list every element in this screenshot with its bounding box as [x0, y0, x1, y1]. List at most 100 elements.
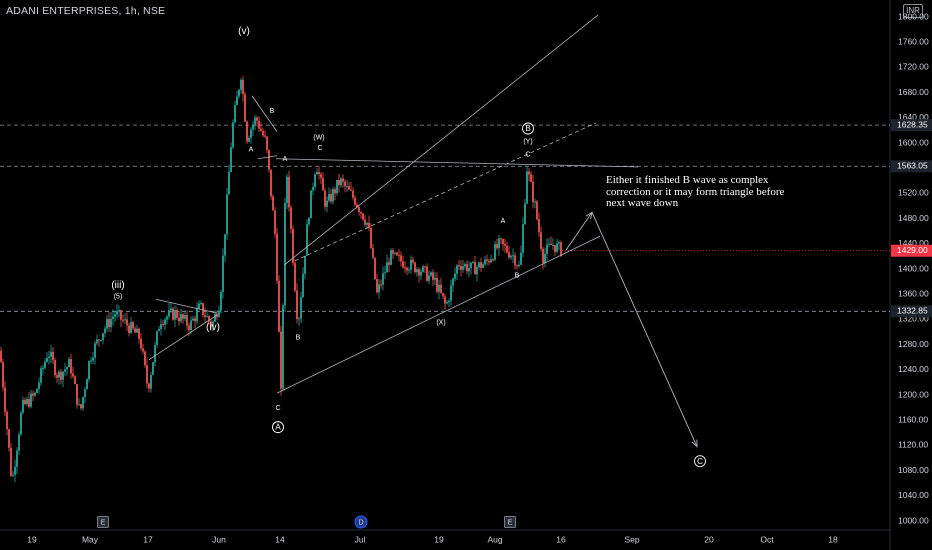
candle-body [394, 252, 396, 254]
candle-body [156, 331, 158, 345]
candle-body [228, 171, 230, 195]
candle-body [346, 186, 348, 188]
candle-body [182, 314, 184, 319]
price-level-tag [891, 305, 932, 318]
event-marker-label: E [508, 519, 513, 526]
candle-body [204, 315, 206, 317]
candle-body [380, 284, 382, 286]
candle-body [462, 266, 464, 270]
candle-body [390, 250, 392, 265]
candle-body [276, 233, 278, 281]
price-level-tag [891, 119, 932, 132]
candle-body [302, 273, 304, 298]
candle-body [354, 197, 356, 205]
candle-body [18, 434, 20, 451]
candle-body [66, 367, 68, 370]
candle-body [36, 388, 38, 393]
candle-body [396, 252, 398, 256]
candle-body [522, 224, 524, 253]
candle-body [410, 259, 412, 270]
y-tick-label: 1600.00 [898, 137, 929, 147]
candle-body [60, 371, 62, 380]
candle-body [494, 244, 496, 260]
candle-body [74, 376, 76, 385]
candle-body [286, 176, 288, 203]
candle-body [4, 387, 6, 412]
candle-body [558, 242, 560, 244]
candle-body [546, 244, 548, 254]
annotation-note: Either it finished B wave as complex cor… [606, 174, 785, 209]
candle-body [168, 310, 170, 317]
candle-body [296, 290, 298, 319]
y-tick-label: 1120.00 [898, 440, 928, 450]
candle-body [560, 242, 562, 256]
candle-body [318, 171, 320, 175]
candle-body [70, 359, 72, 374]
candle-body [180, 314, 182, 322]
candle-body [552, 245, 554, 247]
candle-body [336, 179, 338, 194]
candle-body [358, 207, 360, 213]
candle-body [68, 359, 70, 368]
x-tick-label: 14 [275, 534, 285, 544]
candle-body [234, 105, 236, 123]
x-tick-label: 18 [828, 534, 838, 544]
currency-button[interactable]: INR [903, 4, 923, 18]
candle-body [472, 261, 474, 263]
candle-body [528, 171, 530, 175]
candle-body [270, 169, 272, 197]
candle-body [140, 338, 142, 349]
candle-body [456, 265, 458, 274]
price-level-tag [891, 160, 932, 173]
candle-body [118, 310, 120, 312]
wave-label: A [501, 218, 506, 225]
candle-body [220, 292, 222, 311]
y-tick-label: 1040.00 [898, 490, 929, 500]
candle-body [200, 302, 202, 304]
candle-body [452, 278, 454, 286]
y-tick-label: 1360.00 [898, 288, 929, 298]
candle-body [86, 379, 88, 390]
trend-line [275, 158, 639, 168]
candle-body [374, 257, 376, 280]
candle-body [414, 262, 416, 273]
candle-body [468, 268, 470, 272]
candle-body [320, 174, 322, 178]
candle-body [0, 350, 2, 363]
earnings-marker[interactable] [504, 516, 516, 528]
dividend-marker[interactable] [354, 515, 368, 529]
candle-body [266, 136, 268, 150]
x-tick-label: Aug [487, 534, 502, 544]
wave-label: (iii) [111, 280, 124, 291]
wave-label: A [283, 156, 288, 163]
y-tick-label: 1760.00 [898, 36, 929, 46]
candle-body [480, 262, 482, 268]
y-tick-label: 1520.00 [898, 188, 929, 198]
candle-body [78, 404, 80, 406]
candle-body [80, 404, 82, 409]
y-tick-label: 1200.00 [898, 389, 929, 399]
candle-body [504, 244, 506, 246]
candle-body [544, 253, 546, 264]
candle-body [134, 328, 136, 333]
candle-body [464, 264, 466, 267]
candle-body [402, 261, 404, 268]
candle-body [312, 186, 314, 191]
candle-body [194, 318, 196, 322]
trend-line [257, 155, 278, 160]
candle-body [404, 267, 406, 269]
wave-label: (iv) [206, 322, 220, 333]
earnings-marker[interactable] [97, 516, 109, 528]
candle-body [148, 383, 150, 389]
candle-body [72, 373, 74, 377]
candle-body [432, 272, 434, 280]
candle-body [120, 310, 122, 320]
candle-body [388, 262, 390, 265]
candle-body [486, 259, 488, 261]
event-marker-label: D [358, 519, 363, 526]
candle-body [466, 264, 468, 272]
candle-body [188, 325, 190, 331]
candle-body [132, 322, 134, 329]
candle-body [242, 79, 244, 95]
